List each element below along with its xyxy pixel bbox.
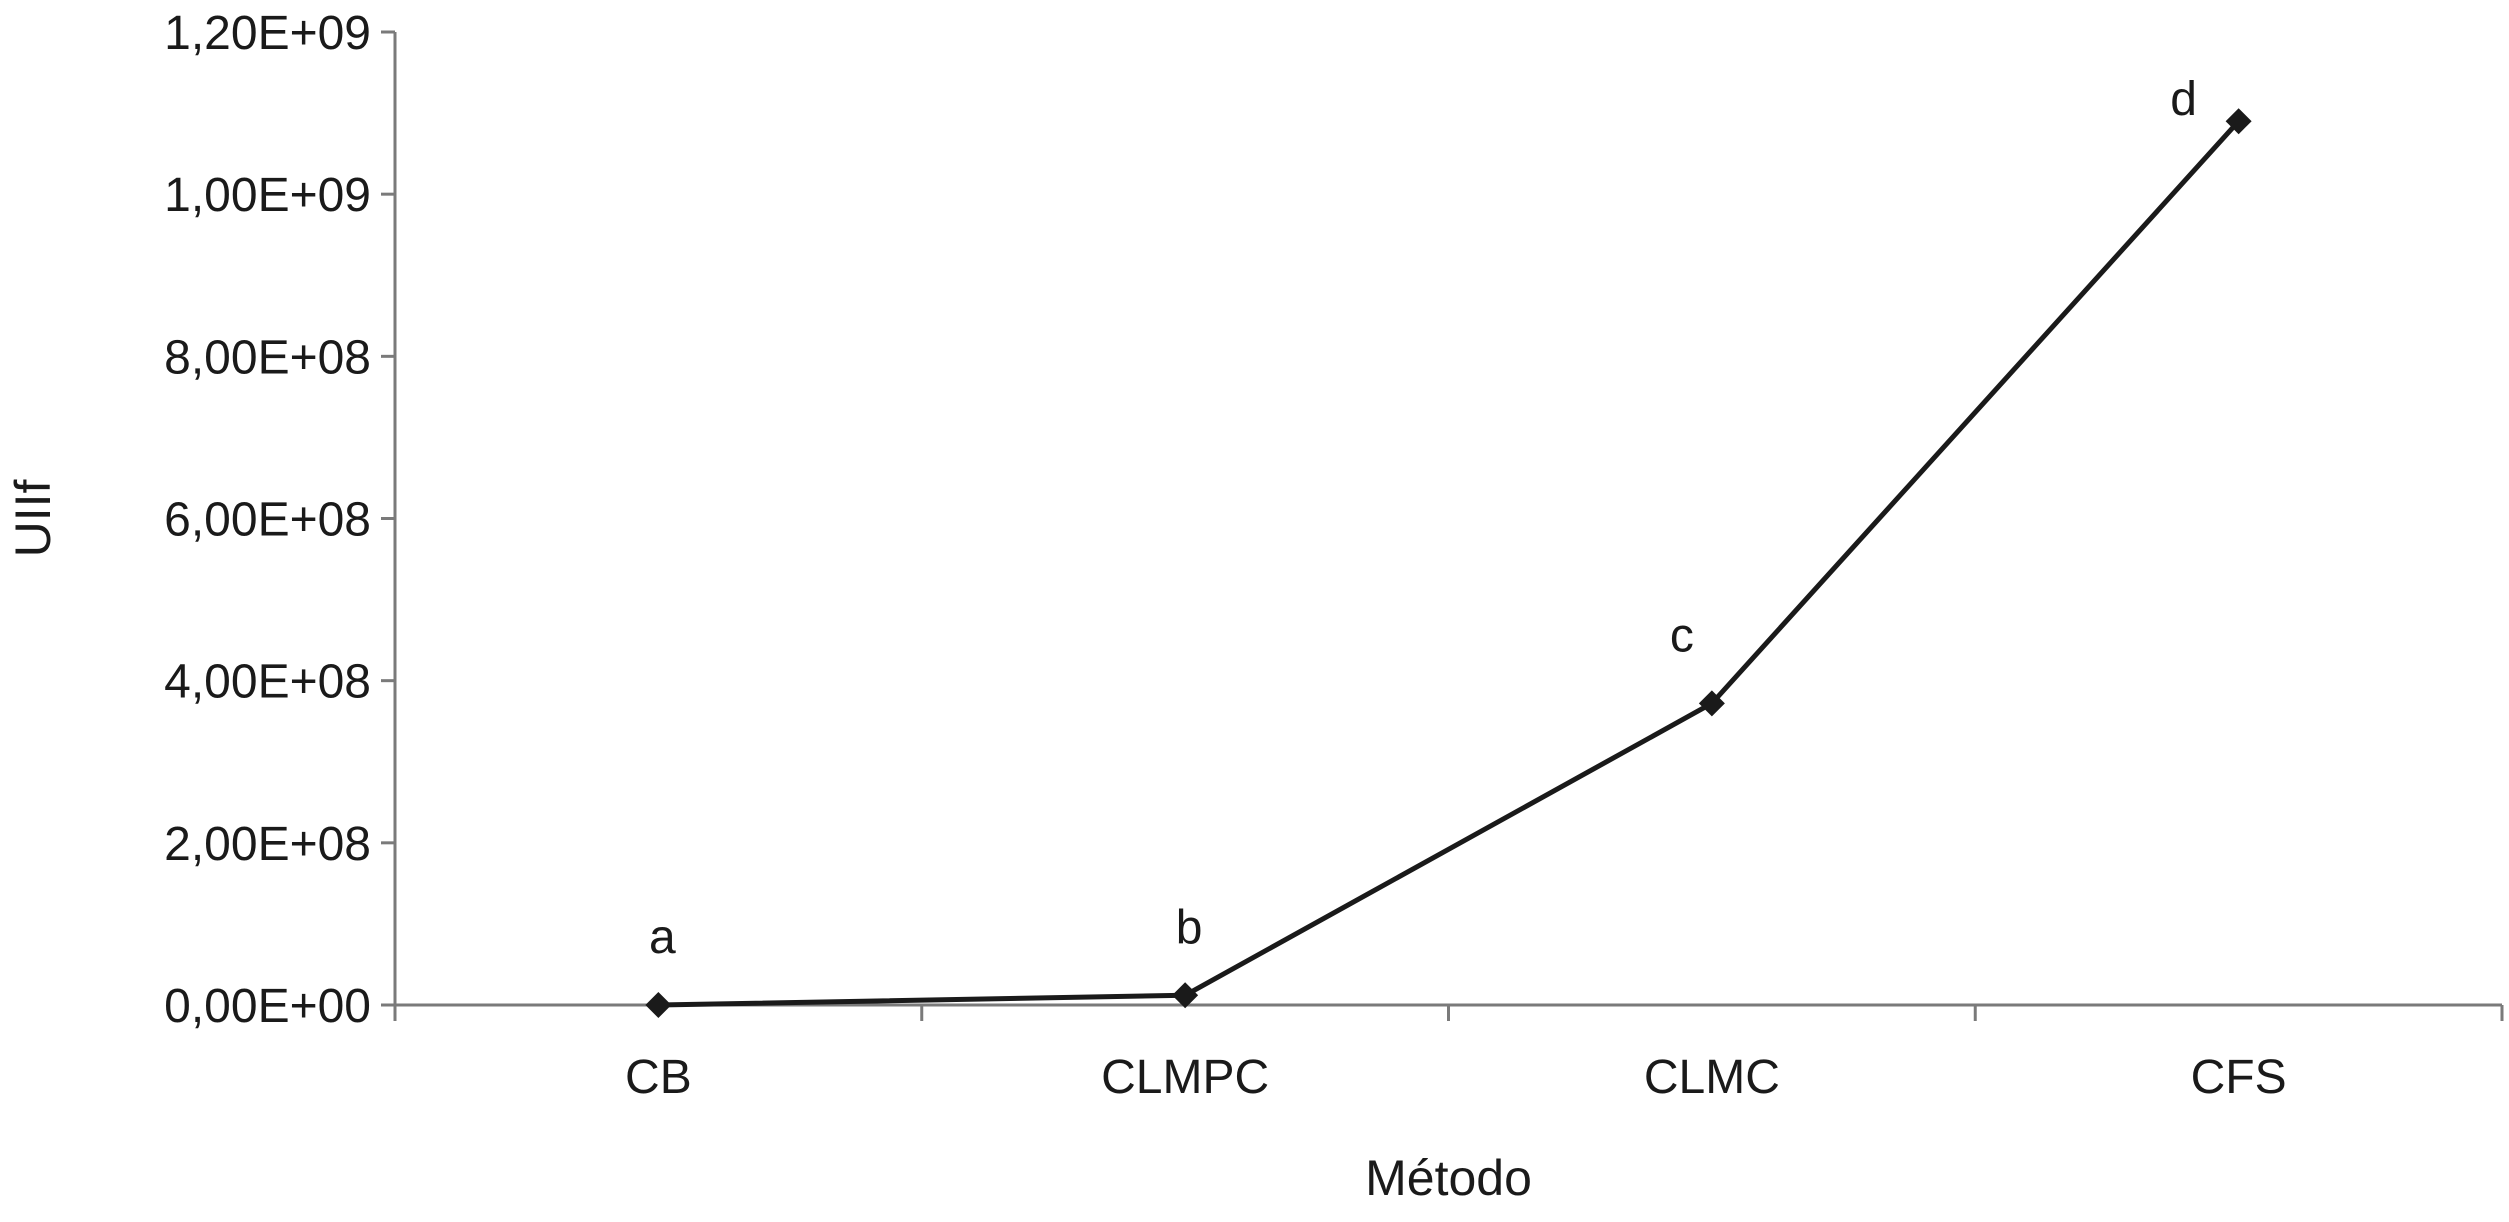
y-tick-label: 2,00E+08 [164,818,371,871]
labels: a b c d [649,73,2197,964]
data-point-label: a [649,911,676,964]
series-line [658,119,2241,1008]
y-tick-label: 8,00E+08 [164,331,371,384]
y-axis-title: UIIf [5,480,61,558]
data-point-label: d [2170,73,2197,126]
data-point-marker [1172,982,1199,1009]
data-point-label: c [1670,609,1694,662]
data-point-marker [645,992,672,1018]
y-tick-label: 1,20E+09 [164,7,371,60]
data-point-marker [1698,690,1725,717]
x-tick-label: CFS [2191,1051,2287,1104]
ticks: 0,00E+00 2,00E+08 4,00E+08 6,00E+08 8,00E+08… [164,7,2504,1104]
x-tick-label: CLMPC [1101,1051,1269,1104]
y-tick-label: 0,00E+00 [164,980,371,1033]
y-tick-label: 4,00E+08 [164,656,371,709]
y-tick-label: 6,00E+08 [164,494,371,547]
x-tick-label: CB [625,1051,692,1104]
x-axis-title: Método [1365,1150,1532,1206]
data-point-marker [2225,108,2252,135]
y-tick-label: 1,00E+09 [164,169,371,222]
series [645,108,2252,1018]
data-point-label: b [1176,901,1203,954]
x-tick-label: CLMC [1644,1051,1780,1104]
